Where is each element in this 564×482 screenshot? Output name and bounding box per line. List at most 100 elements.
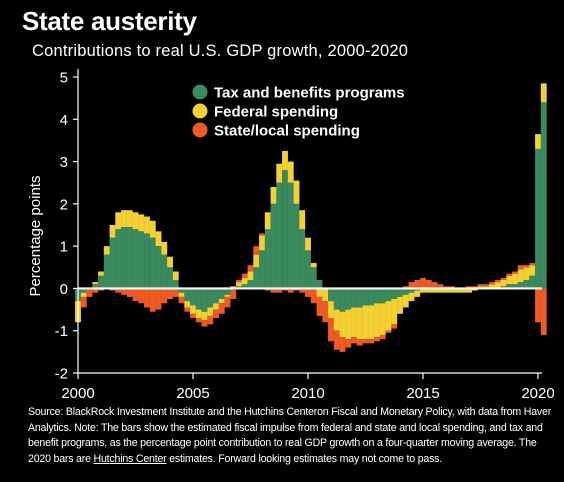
bar-tax-and-benefits-programs-75 <box>506 284 513 289</box>
bar-state-local-spending-71 <box>483 284 490 287</box>
bar-tax-and-benefits-programs-42 <box>316 279 323 289</box>
bar-state-local-spending-10 <box>132 288 139 302</box>
bar-federal-spending-64 <box>443 288 449 293</box>
bar-federal-spending-51 <box>368 305 375 340</box>
y-tick-label-1: 1 <box>60 239 68 256</box>
bar-federal-spending-34 <box>270 186 277 204</box>
bar-federal-spending-46 <box>339 311 346 338</box>
bar-state-local-spending-12 <box>144 288 150 308</box>
bar-tax-and-benefits-programs-77 <box>517 282 524 289</box>
bar-tax-and-benefits-programs-25 <box>218 288 225 299</box>
stacked-bar-chart: -2 -1 0 1 2 3 4 5 2000 2005 2010 2015 2020 Tax and b… <box>27 69 555 400</box>
bar-state-local-spending-32 <box>259 233 265 236</box>
bar-state-local-spending-35 <box>276 288 283 293</box>
bar-tax-and-benefits-programs-51 <box>368 288 375 306</box>
bar-tax-and-benefits-programs-29 <box>241 284 248 289</box>
bar-federal-spending-73 <box>494 282 501 289</box>
y-tick-label-0: 0 <box>60 281 68 298</box>
bar-state-local-spending-74 <box>500 277 507 280</box>
legend: Tax and benefits programs Federal spendin… <box>192 84 405 140</box>
bar-federal-spending-17 <box>172 271 179 280</box>
y-tick-label-5: 5 <box>60 70 68 87</box>
bar-state-local-spending-44 <box>328 318 334 342</box>
bar-state-local-spending-18 <box>178 296 185 304</box>
bar-federal-spending-44 <box>328 301 334 319</box>
bar-tax-and-benefits-programs-50 <box>362 288 369 306</box>
bar-state-local-spending-13 <box>149 288 156 312</box>
bar-state-local-spending-14 <box>155 288 162 310</box>
bar-federal-spending-41 <box>310 263 317 268</box>
bar-tax-and-benefits-programs-55 <box>391 288 398 299</box>
bar-federal-spending-55 <box>391 299 398 325</box>
bar-state-local-spending-23 <box>207 315 214 325</box>
bar-state-local-spending-20 <box>190 313 196 319</box>
chart-subtitle: Contributions to real U.S. GDP growth, 2… <box>32 42 409 60</box>
bar-federal-spending-28 <box>236 282 242 287</box>
bar-federal-spending-77 <box>517 269 524 283</box>
bar-federal-spending-47 <box>345 309 352 340</box>
bar-federal-spending-4 <box>98 271 104 276</box>
bar-federal-spending-48 <box>351 307 357 338</box>
bar-state-local-spending-34 <box>270 288 277 293</box>
bar-state-local-spending-30 <box>247 265 254 272</box>
bar-state-local-spending-16 <box>167 288 173 299</box>
bar-federal-spending-62 <box>431 288 438 293</box>
bar-tax-and-benefits-programs-36 <box>282 170 288 289</box>
bar-state-local-spending-51 <box>368 339 375 344</box>
bar-tax-and-benefits-programs-40 <box>305 250 311 289</box>
bar-state-local-spending-72 <box>489 282 495 285</box>
bar-tax-and-benefits-programs-44 <box>328 288 334 302</box>
bar-tax-and-benefits-programs-32 <box>259 250 265 289</box>
bar-state-local-spending-39 <box>299 288 306 293</box>
bar-state-local-spending-26 <box>224 296 231 308</box>
bar-state-local-spending-59 <box>414 279 421 289</box>
bar-state-local-spending-29 <box>241 273 248 278</box>
bar-state-local-spending-11 <box>138 288 145 304</box>
bar-state-local-spending-46 <box>339 337 346 352</box>
bar-federal-spending-37 <box>287 161 294 183</box>
bar-federal-spending-24 <box>213 303 219 310</box>
bar-state-local-spending-24 <box>213 309 219 319</box>
bar-state-local-spending-80 <box>535 288 541 323</box>
source-text-2: estimates. Forward looking estimates may… <box>166 452 443 465</box>
bar-state-local-spending-37 <box>287 288 294 293</box>
bar-state-local-spending-19 <box>184 307 191 312</box>
bar-tax-and-benefits-programs-54 <box>385 288 392 302</box>
source-note: Source: BlackRock Investment Institute a… <box>28 405 558 467</box>
bar-state-local-spending-45 <box>333 330 340 350</box>
y-tick-label-2: 2 <box>60 196 68 213</box>
bar-tax-and-benefits-programs-24 <box>213 288 219 304</box>
bar-state-local-spending-22 <box>201 320 208 327</box>
bar-federal-spending-60 <box>420 288 426 293</box>
bar-tax-and-benefits-programs-49 <box>356 288 363 308</box>
bar-tax-and-benefits-programs-52 <box>374 288 380 304</box>
bar-tax-and-benefits-programs-53 <box>379 288 386 304</box>
y-tick-label--2: -2 <box>55 366 68 383</box>
bar-federal-spending-35 <box>276 163 283 183</box>
bar-state-local-spending-55 <box>391 324 398 329</box>
hutchins-center-link[interactable]: Hutchins Center <box>93 452 167 465</box>
bar-tax-and-benefits-programs-56 <box>397 288 403 297</box>
bar-state-local-spending-54 <box>385 330 392 333</box>
bar-tax-and-benefits-programs-4 <box>98 275 104 289</box>
bar-federal-spending-25 <box>218 299 225 304</box>
bar-state-local-spending-50 <box>362 339 369 344</box>
bar-federal-spending-21 <box>195 309 202 319</box>
legend-swatch-tax-and-benefits-programs <box>192 84 208 100</box>
bar-tax-and-benefits-programs-13 <box>149 237 156 289</box>
bar-federal-spending-53 <box>379 303 386 335</box>
bar-federal-spending-3 <box>92 282 99 285</box>
bar-state-local-spending-25 <box>218 303 225 314</box>
x-tick-label-2005: 2005 <box>176 385 209 400</box>
bar-federal-spending-14 <box>155 231 162 247</box>
bar-federal-spending-43 <box>322 288 329 302</box>
bar-state-local-spending-49 <box>356 339 363 346</box>
bar-state-local-spending-43 <box>322 301 329 323</box>
bar-federal-spending-23 <box>207 307 214 316</box>
bar-tax-and-benefits-programs-8 <box>121 227 127 289</box>
bar-tax-and-benefits-programs-46 <box>339 288 346 312</box>
bar-federal-spending-78 <box>523 267 530 280</box>
bar-federal-spending-15 <box>161 241 168 255</box>
bar-tax-and-benefits-programs-3 <box>92 284 99 289</box>
bar-tax-and-benefits-programs-11 <box>138 231 145 289</box>
